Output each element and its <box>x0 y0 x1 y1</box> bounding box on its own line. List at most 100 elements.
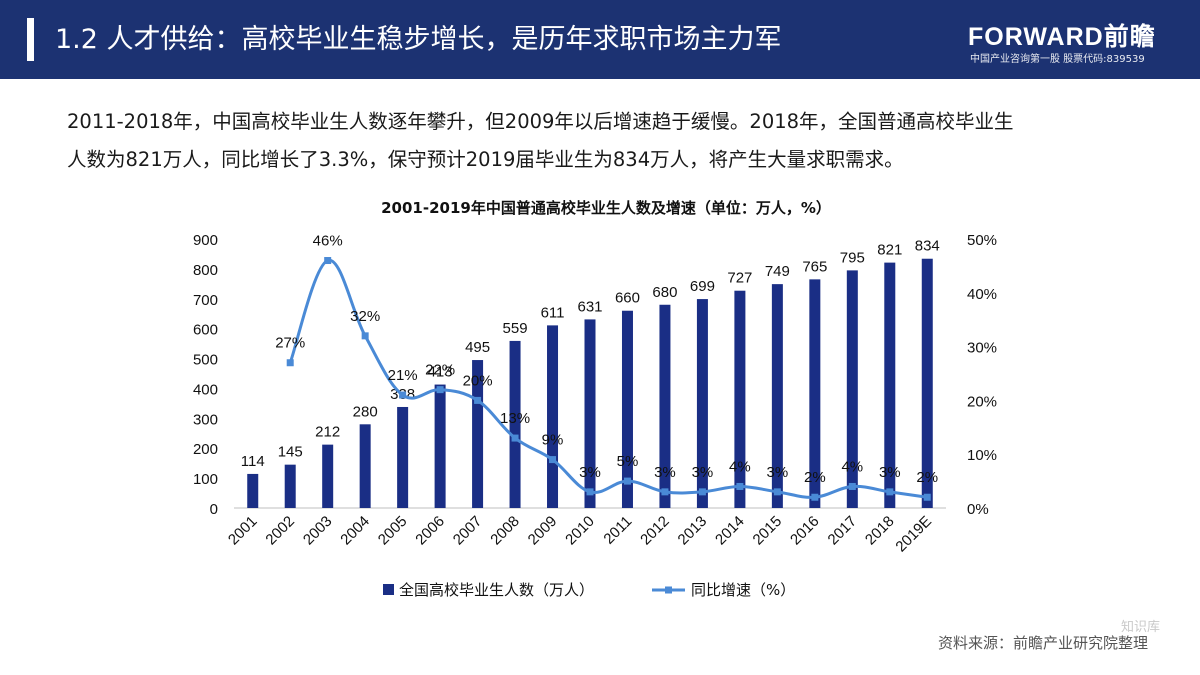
y-right-tick-label: 40% <box>967 286 997 303</box>
bar-value-label: 749 <box>765 263 790 280</box>
growth-point <box>361 332 369 340</box>
y-left-tick-label: 400 <box>193 381 218 398</box>
legend-bar-swatch <box>383 584 394 595</box>
bar-value-label: 114 <box>241 453 265 470</box>
bar-value-label: 834 <box>915 238 940 255</box>
growth-value-label: 13% <box>500 410 530 427</box>
x-tick-label: 2013 <box>675 513 711 549</box>
bar-value-label: 660 <box>615 290 640 307</box>
bar <box>659 304 671 508</box>
chart-title: 2001-2019年中国普通高校毕业生人数及增速（单位：万人，%） <box>381 199 831 217</box>
bar <box>547 325 559 508</box>
bar <box>247 473 259 508</box>
growth-value-label: 3% <box>579 464 601 481</box>
bar-value-label: 413 <box>428 364 453 381</box>
growth-line <box>288 259 928 499</box>
growth-point <box>586 488 594 496</box>
growth-point <box>661 488 669 496</box>
bar <box>322 444 334 508</box>
forward-logo: FORWARD前瞻 中国产业咨询第一股 股票代码:839539 <box>968 17 1178 67</box>
bar-value-label: 699 <box>690 278 715 295</box>
legend-line-label: 同比增速（%） <box>691 581 795 599</box>
growth-point <box>324 257 332 265</box>
header-banner: 1.2 人才供给：高校毕业生稳步增长，是历年求职市场主力军 FORWARD前瞻 … <box>0 0 1200 79</box>
x-tick-label: 2009 <box>525 513 561 549</box>
x-tick-label: 2003 <box>300 513 336 549</box>
summary-paragraph: 2011-2018年，中国高校毕业生人数逐年攀升，但2009年以后增速趋于缓慢。… <box>67 103 1157 179</box>
legend-line-marker <box>665 586 672 594</box>
bar <box>884 262 896 508</box>
bar <box>771 284 783 508</box>
y-left-tick-label: 800 <box>193 262 218 279</box>
y-left-tick-label: 700 <box>193 292 218 309</box>
x-tick-label: 2016 <box>787 513 823 549</box>
y-left-tick-label: 200 <box>193 441 218 458</box>
growth-value-label: 2% <box>916 469 938 486</box>
x-tick-label: 2007 <box>450 513 486 549</box>
growth-value-label: 3% <box>654 464 676 481</box>
x-tick-label: 2011 <box>600 513 635 548</box>
growth-value-label: 5% <box>617 453 639 470</box>
y-right-tick-label: 50% <box>967 232 997 249</box>
bar-value-label: 631 <box>577 298 602 315</box>
growth-point <box>511 434 519 442</box>
y-left-tick-label: 500 <box>193 352 218 369</box>
y-left-tick-label: 900 <box>193 232 218 249</box>
x-tick-label: 2019E <box>892 513 935 556</box>
growth-point <box>286 359 294 367</box>
bar-value-label: 611 <box>541 304 565 321</box>
growth-value-label: 46% <box>313 233 343 250</box>
growth-point <box>773 488 781 496</box>
x-tick-label: 2006 <box>412 513 448 549</box>
growth-value-label: 4% <box>729 458 751 475</box>
growth-point <box>436 386 444 394</box>
x-tick-label: 2001 <box>225 513 261 549</box>
y-right-tick-label: 20% <box>967 393 997 410</box>
growth-point <box>474 396 482 404</box>
bar-value-label: 765 <box>802 258 827 275</box>
bar <box>397 406 409 508</box>
growth-value-label: 3% <box>767 464 789 481</box>
bar <box>921 258 933 508</box>
bar-value-label: 145 <box>278 444 303 461</box>
y-right-tick-label: 10% <box>967 447 997 464</box>
bar-value-label: 495 <box>465 339 490 356</box>
growth-value-label: 3% <box>879 464 901 481</box>
title-accent-bar <box>27 18 34 61</box>
bar-value-label: 212 <box>315 424 340 441</box>
bar <box>509 340 521 508</box>
legend-bar-label: 全国高校毕业生人数（万人） <box>399 581 594 599</box>
bar <box>809 279 821 508</box>
bar-value-label: 821 <box>877 242 902 259</box>
growth-point <box>736 482 744 490</box>
page-title: 1.2 人才供给：高校毕业生稳步增长，是历年求职市场主力军 <box>55 24 782 55</box>
logo-tagline: 中国产业咨询第一股 股票代码:839539 <box>970 54 1145 65</box>
growth-point <box>886 488 894 496</box>
growth-point <box>623 477 631 485</box>
x-tick-label: 2017 <box>825 513 861 549</box>
bar-value-label: 795 <box>840 249 865 266</box>
bar-value-label: 727 <box>727 270 752 287</box>
bar <box>696 299 708 508</box>
x-tick-label: 2010 <box>562 513 598 549</box>
source-note: 资料来源：前瞻产业研究院整理 <box>937 634 1148 652</box>
growth-value-label: 2% <box>804 469 826 486</box>
growth-value-label: 22% <box>425 362 455 379</box>
x-tick-label: 2014 <box>712 513 748 549</box>
growth-point <box>923 493 931 501</box>
y-left-tick-label: 0 <box>210 501 218 518</box>
bar-value-label: 680 <box>652 284 677 301</box>
x-tick-label: 2004 <box>337 513 373 549</box>
x-tick-label: 2002 <box>262 513 298 549</box>
y-left-tick-label: 300 <box>193 411 218 428</box>
growth-value-label: 9% <box>542 432 564 449</box>
growth-value-label: 21% <box>388 367 418 384</box>
logo-brand: FORWARD前瞻 <box>968 23 1156 51</box>
growth-point <box>698 488 706 496</box>
bar <box>846 270 858 508</box>
x-tick-label: 2012 <box>637 513 673 549</box>
x-tick-label: 2005 <box>375 513 411 549</box>
summary-line-1: 2011-2018年，中国高校毕业生人数逐年攀升，但2009年以后增速趋于缓慢。… <box>67 110 1014 133</box>
growth-value-label: 27% <box>275 335 305 352</box>
